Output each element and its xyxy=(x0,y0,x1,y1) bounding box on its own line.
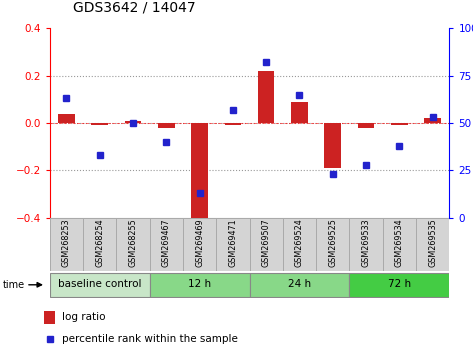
Bar xyxy=(424,118,441,123)
Bar xyxy=(258,71,274,123)
Text: 24 h: 24 h xyxy=(288,279,311,289)
Bar xyxy=(216,218,249,271)
Bar xyxy=(183,218,216,271)
Bar xyxy=(416,218,449,271)
Bar xyxy=(249,218,283,271)
Bar xyxy=(124,121,141,123)
Bar xyxy=(50,273,149,297)
Bar xyxy=(83,218,116,271)
Bar xyxy=(383,218,416,271)
Text: GSM269524: GSM269524 xyxy=(295,218,304,267)
Bar xyxy=(158,123,175,128)
Bar xyxy=(149,218,183,271)
Text: GSM269467: GSM269467 xyxy=(162,218,171,267)
Text: percentile rank within the sample: percentile rank within the sample xyxy=(62,334,238,344)
Bar xyxy=(116,218,149,271)
Text: GSM269525: GSM269525 xyxy=(328,218,337,267)
Bar xyxy=(149,273,249,297)
Bar xyxy=(225,123,241,125)
Text: time: time xyxy=(2,280,25,290)
Bar xyxy=(324,123,341,168)
Text: GSM269469: GSM269469 xyxy=(195,218,204,267)
Bar xyxy=(283,218,316,271)
Bar xyxy=(316,218,350,271)
Bar xyxy=(391,123,408,125)
Text: GSM269535: GSM269535 xyxy=(428,218,437,267)
Bar xyxy=(358,123,375,128)
Text: 72 h: 72 h xyxy=(388,279,411,289)
Text: GSM269533: GSM269533 xyxy=(361,218,370,267)
Text: GDS3642 / 14047: GDS3642 / 14047 xyxy=(73,0,196,14)
Text: GSM268255: GSM268255 xyxy=(129,218,138,267)
Bar xyxy=(91,123,108,125)
Text: GSM269507: GSM269507 xyxy=(262,218,271,267)
Bar xyxy=(249,273,350,297)
Bar xyxy=(350,218,383,271)
Text: GSM269534: GSM269534 xyxy=(395,218,404,267)
Text: log ratio: log ratio xyxy=(62,312,105,322)
Bar xyxy=(44,311,55,324)
Text: GSM268254: GSM268254 xyxy=(95,218,104,267)
Bar xyxy=(58,114,75,123)
Bar xyxy=(350,273,449,297)
Text: GSM269471: GSM269471 xyxy=(228,218,237,267)
Text: 12 h: 12 h xyxy=(188,279,211,289)
Bar xyxy=(291,102,308,123)
Bar xyxy=(191,123,208,225)
Text: baseline control: baseline control xyxy=(58,279,141,289)
Bar xyxy=(50,218,83,271)
Text: GSM268253: GSM268253 xyxy=(62,218,71,267)
